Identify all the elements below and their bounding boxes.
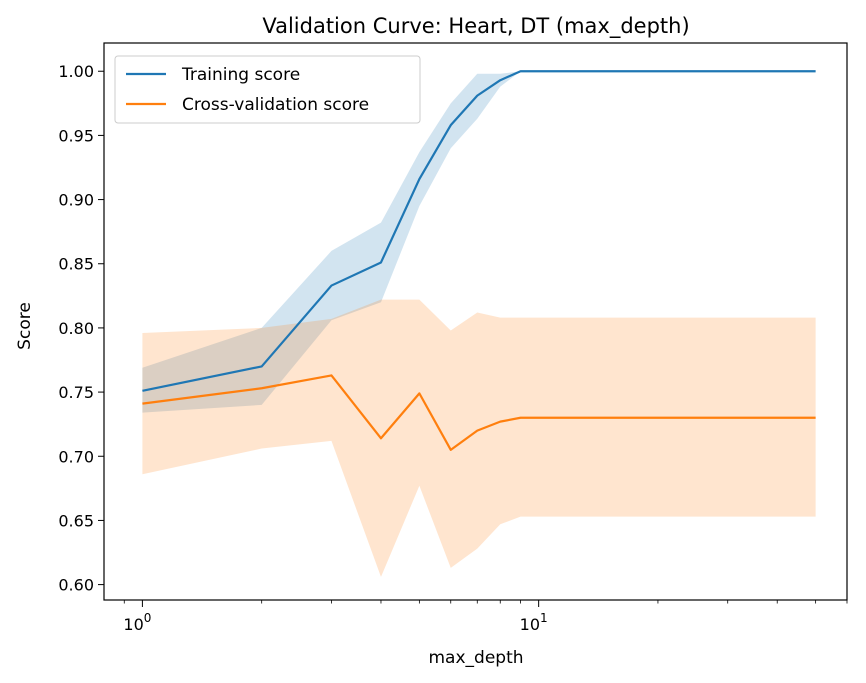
y-tick-label: 1.00 <box>58 62 94 81</box>
y-tick-label: 0.65 <box>58 511 94 530</box>
x-tick-label: 100 <box>123 611 151 634</box>
legend: Training score Cross-validation score <box>114 55 421 124</box>
plot-frame <box>103 42 848 601</box>
y-tick-label: 0.75 <box>58 383 94 402</box>
band-training <box>142 71 816 413</box>
legend-box <box>114 55 421 124</box>
legend-label-cross-validation: Cross-validation score <box>182 95 369 115</box>
y-tick-label: 0.70 <box>58 447 94 466</box>
line-cross-validation <box>142 374 816 451</box>
chart-title: Validation Curve: Heart, DT (max_depth) <box>262 14 689 39</box>
y-axis-label: Score <box>15 302 35 350</box>
y-tick-label: 0.80 <box>58 319 94 338</box>
line-training <box>142 70 816 392</box>
band-cross-validation <box>142 299 816 577</box>
y-tick-label: 0.95 <box>58 126 94 145</box>
x-axis-label: max_depth <box>428 648 523 668</box>
x-tick-label: 101 <box>520 611 548 634</box>
y-tick-label: 0.60 <box>58 576 94 595</box>
y-tick-label: 0.90 <box>58 191 94 210</box>
y-tick-label: 0.85 <box>58 255 94 274</box>
legend-label-training: Training score <box>181 65 300 85</box>
